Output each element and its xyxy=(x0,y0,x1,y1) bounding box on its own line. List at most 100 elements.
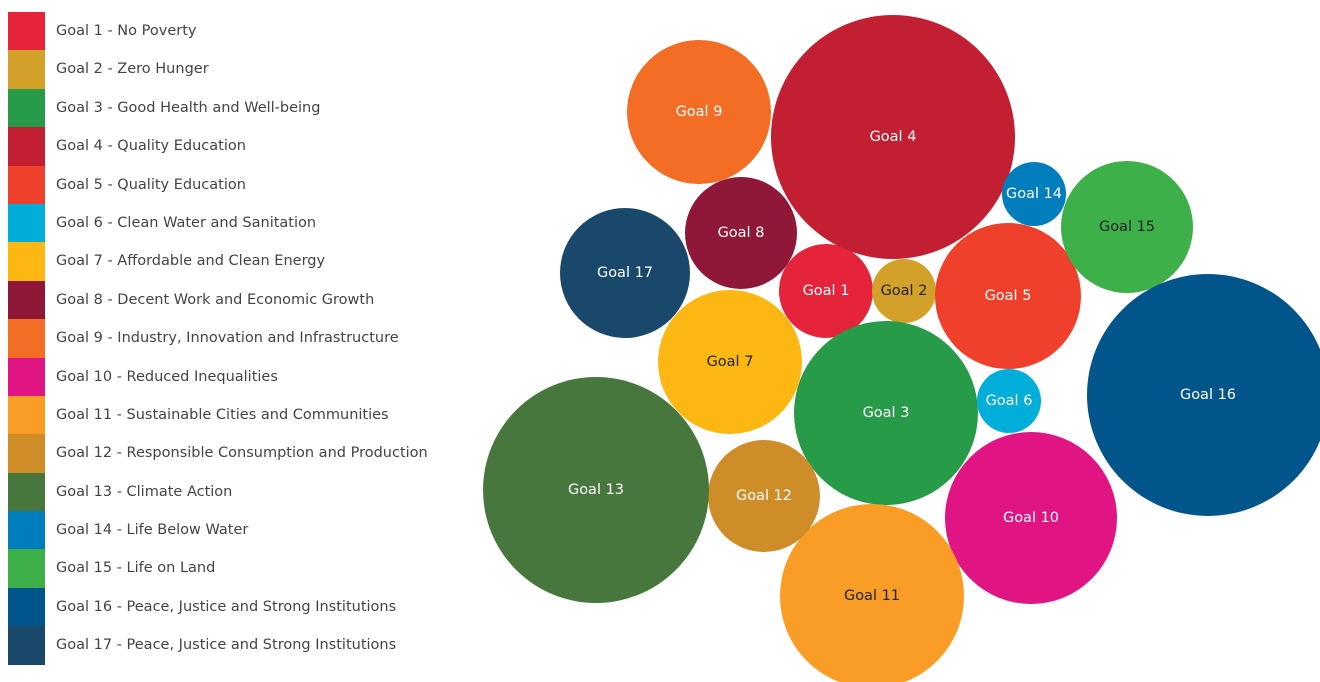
legend-swatch xyxy=(8,472,45,512)
bubble-circle xyxy=(872,259,936,323)
legend-swatch xyxy=(8,549,45,589)
legend-item: Goal 8 - Decent Work and Economic Growth xyxy=(8,280,458,320)
legend-item: Goal 4 - Quality Education xyxy=(8,127,458,167)
bubble: Goal 13 xyxy=(483,377,709,603)
bubble: Goal 17 xyxy=(560,208,690,338)
bubble-circle xyxy=(780,504,964,682)
bubble: Goal 9 xyxy=(627,40,771,184)
bubble-circle xyxy=(1002,162,1066,226)
legend-swatch xyxy=(8,12,45,51)
legend-swatch xyxy=(8,511,45,551)
legend-label: Goal 1 - No Poverty xyxy=(56,23,197,39)
legend-label: Goal 13 - Climate Action xyxy=(56,483,233,500)
bubble: Goal 16 xyxy=(1087,274,1320,516)
legend-item: Goal 12 - Responsible Consumption and Pr… xyxy=(8,434,458,474)
bubble-label: Goal 5 xyxy=(985,288,1032,304)
bubble-label: Goal 9 xyxy=(676,104,723,120)
bubble-label: Goal 3 xyxy=(863,405,910,421)
legend-label: Goal 2 - Zero Hunger xyxy=(56,61,209,78)
bubble-label: Goal 17 xyxy=(597,265,653,281)
bubble: Goal 7 xyxy=(658,290,802,434)
legend-swatch xyxy=(8,395,45,435)
legend-label: Goal 3 - Good Health and Well-being xyxy=(56,99,321,116)
legend-swatch xyxy=(8,626,45,666)
bubble-circle xyxy=(560,208,690,338)
legend-label: Goal 6 - Clean Water and Sanitation xyxy=(56,214,317,231)
legend-item: Goal 10 - Reduced Inequalities xyxy=(8,357,458,397)
bubble-label: Goal 10 xyxy=(1003,510,1059,526)
legend-item: Goal 9 - Industry, Innovation and Infras… xyxy=(8,319,458,359)
bubble-circle xyxy=(483,377,709,603)
legend-swatch xyxy=(8,587,45,627)
legend-item: Goal 14 - Life Below Water xyxy=(8,511,458,551)
legend-label: Goal 16 - Peace, Justice and Strong Inst… xyxy=(56,598,397,615)
bubble-circle xyxy=(779,244,873,338)
bubble-label: Goal 4 xyxy=(870,129,917,145)
legend-item: Goal 5 - Quality Education xyxy=(8,165,458,205)
bubble-label: Goal 2 xyxy=(881,283,928,299)
legend-item: Goal 15 - Life on Land xyxy=(8,549,458,589)
legend-label: Goal 14 - Life Below Water xyxy=(56,522,249,539)
bubble-circle xyxy=(977,369,1041,433)
bubble: Goal 1 xyxy=(779,244,873,338)
legend-item: Goal 1 - No Poverty xyxy=(8,12,458,51)
bubble-label: Goal 15 xyxy=(1099,219,1155,235)
legend-swatch xyxy=(8,88,45,128)
bubble-label: Goal 12 xyxy=(736,488,792,504)
bubble-label: Goal 6 xyxy=(986,393,1033,409)
legend-swatch xyxy=(8,357,45,397)
legend-item: Goal 7 - Affordable and Clean Energy xyxy=(8,242,458,282)
legend-label: Goal 17 - Peace, Justice and Strong Inst… xyxy=(56,637,397,654)
legend-swatch xyxy=(8,165,45,205)
legend-item: Goal 11 - Sustainable Cities and Communi… xyxy=(8,395,458,435)
legend-item: Goal 2 - Zero Hunger xyxy=(8,50,458,90)
legend-swatch xyxy=(8,127,45,167)
bubble: Goal 11 xyxy=(780,504,964,682)
legend-label: Goal 8 - Decent Work and Economic Growth xyxy=(56,291,375,308)
bubble-circle xyxy=(658,290,802,434)
bubble-label: Goal 7 xyxy=(707,354,754,370)
legend: Goal 1 - No Poverty Goal 2 - Zero Hunger G… xyxy=(8,12,458,666)
legend-label: Goal 10 - Reduced Inequalities xyxy=(56,368,278,385)
bubble: Goal 2 xyxy=(872,259,936,323)
legend-item: Goal 13 - Climate Action xyxy=(8,472,458,512)
legend-item: Goal 6 - Clean Water and Sanitation xyxy=(8,203,458,243)
bubble: Goal 6 xyxy=(977,369,1041,433)
legend-item: Goal 16 - Peace, Justice and Strong Inst… xyxy=(8,587,458,627)
legend-swatch xyxy=(8,319,45,359)
legend-label: Goal 12 - Responsible Consumption and Pr… xyxy=(56,445,428,462)
legend-item: Goal 17 - Peace, Justice and Strong Inst… xyxy=(8,626,458,666)
bubble-circle xyxy=(794,321,978,505)
bubble-label: Goal 14 xyxy=(1006,186,1062,202)
bubble-circle xyxy=(1087,274,1320,516)
legend-swatch xyxy=(8,280,45,320)
bubble: Goal 8 xyxy=(685,177,797,289)
legend-label: Goal 15 - Life on Land xyxy=(56,560,216,577)
bubble: Goal 3 xyxy=(794,321,978,505)
bubble-circle xyxy=(685,177,797,289)
bubble-label: Goal 11 xyxy=(844,588,900,604)
legend-item: Goal 3 - Good Health and Well-being xyxy=(8,88,458,128)
bubble: Goal 12 xyxy=(708,440,820,552)
bubble: Goal 5 xyxy=(935,223,1081,369)
legend-label: Goal 4 - Quality Education xyxy=(56,138,246,155)
bubble: Goal 14 xyxy=(1002,162,1066,226)
bubble-circle xyxy=(935,223,1081,369)
bubble-circle xyxy=(1061,161,1193,293)
bubble-label: Goal 8 xyxy=(718,225,765,241)
bubble-circle xyxy=(771,15,1015,259)
legend-swatch xyxy=(8,434,45,474)
legend-swatch xyxy=(8,242,45,282)
legend-label: Goal 7 - Affordable and Clean Energy xyxy=(56,253,326,270)
legend-swatch xyxy=(8,50,45,90)
legend-swatch xyxy=(8,203,45,243)
bubble-circle xyxy=(945,432,1117,604)
bubble-label: Goal 16 xyxy=(1180,387,1236,403)
legend-label: Goal 5 - Quality Education xyxy=(56,176,246,193)
legend-label: Goal 9 - Industry, Innovation and Infras… xyxy=(56,330,399,347)
bubble-circle xyxy=(627,40,771,184)
bubble-label: Goal 1 xyxy=(803,283,850,299)
bubble: Goal 10 xyxy=(945,432,1117,604)
